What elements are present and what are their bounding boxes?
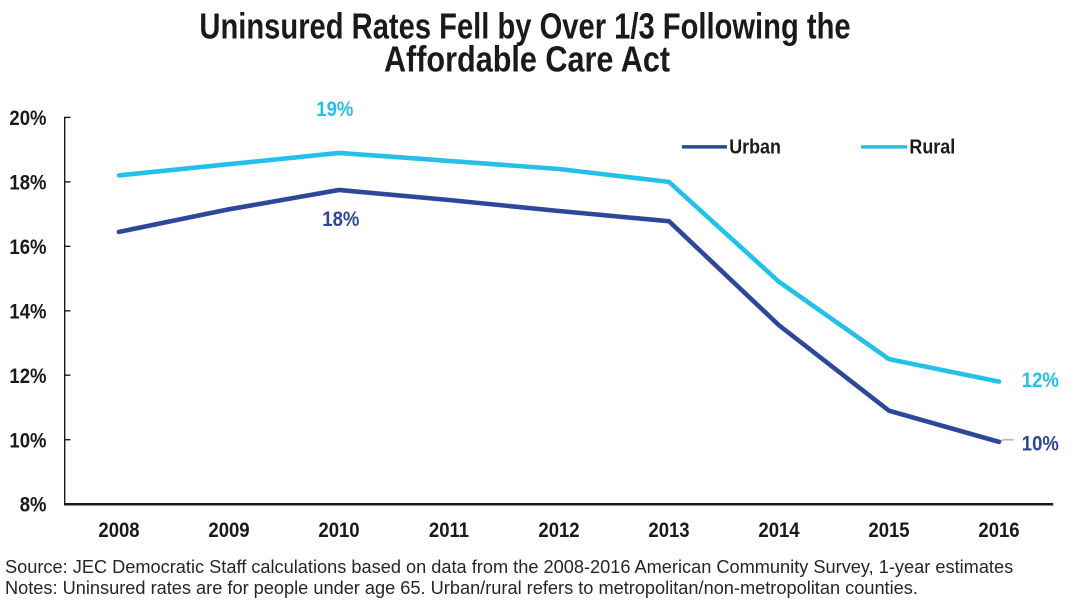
svg-text:2010: 2010 [318, 519, 359, 542]
svg-text:2015: 2015 [868, 519, 909, 542]
svg-text:2011: 2011 [429, 519, 469, 542]
svg-text:12%: 12% [9, 365, 46, 388]
svg-text:2016: 2016 [978, 519, 1019, 542]
svg-text:Rural: Rural [909, 136, 955, 158]
svg-text:14%: 14% [9, 300, 46, 323]
svg-text:8%: 8% [20, 494, 47, 517]
svg-text:2014: 2014 [758, 519, 799, 542]
svg-text:10%: 10% [9, 429, 46, 452]
svg-text:19%: 19% [316, 98, 353, 121]
svg-text:Urban: Urban [729, 136, 781, 158]
svg-text:12%: 12% [1022, 369, 1059, 392]
svg-text:2008: 2008 [98, 519, 139, 542]
svg-text:18%: 18% [322, 208, 359, 231]
svg-text:2013: 2013 [648, 519, 689, 542]
svg-text:2009: 2009 [208, 519, 249, 542]
svg-text:2012: 2012 [538, 519, 579, 542]
svg-text:18%: 18% [9, 171, 46, 194]
svg-text:Uninsured Rates Fell by Over 1: Uninsured Rates Fell by Over 1/3 Followi… [199, 5, 850, 46]
svg-text:10%: 10% [1022, 432, 1059, 455]
svg-text:Source: JEC Democratic Staff c: Source: JEC Democratic Staff calculation… [5, 557, 1013, 577]
svg-text:16%: 16% [9, 236, 46, 259]
svg-text:Notes: Uninsured rates are for: Notes: Uninsured rates are for people un… [5, 578, 918, 598]
svg-text:Affordable Care Act: Affordable Care Act [384, 40, 670, 80]
svg-text:20%: 20% [9, 107, 46, 130]
